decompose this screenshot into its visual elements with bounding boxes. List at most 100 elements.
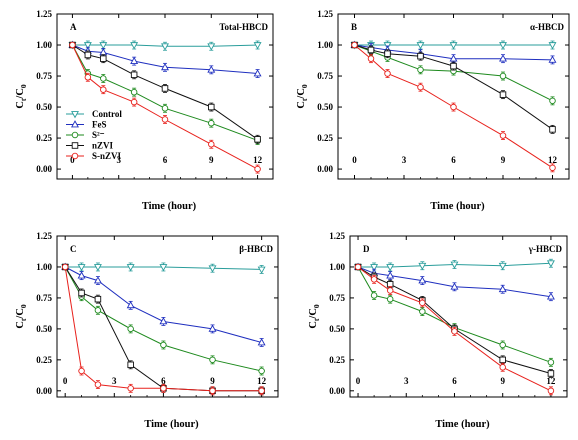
y-axis-label-part: t: [300, 98, 309, 101]
data-point-4: [419, 299, 426, 307]
data-point-1: [126, 301, 135, 309]
data-point-4: [549, 164, 556, 172]
data-point-1: [253, 69, 262, 77]
y-tick-label: 1.25: [317, 9, 333, 19]
chart-panel-a: 0.00 0.25 0.50 0.75 1.00 1.25 0 3 6 9 12 Time (hour…: [15, 9, 274, 212]
y-tick-label: 0.50: [329, 324, 345, 334]
legend-label: nZVI: [92, 141, 114, 151]
data-point-2: [208, 119, 215, 127]
data-point-2: [100, 75, 107, 82]
panel-title: α-HBCD: [530, 22, 565, 32]
data-point-0: [449, 42, 458, 50]
y-axis-label-part: t: [19, 98, 28, 101]
data-point-2: [547, 359, 555, 366]
x-tick-label: 3: [116, 155, 121, 165]
panel-letter: C: [70, 244, 77, 254]
data-point-3: [499, 91, 507, 98]
y-axis-label-part: t: [19, 318, 28, 321]
data-point-2: [499, 72, 507, 80]
data-point-0: [77, 264, 86, 272]
x-tick-label: 0: [352, 155, 357, 165]
data-point-0: [159, 264, 168, 272]
x-axis-label: Time (hour): [142, 201, 197, 212]
data-point-0: [99, 42, 108, 50]
data-point-3: [367, 46, 375, 54]
data-point-0: [161, 43, 169, 51]
data-point-0: [208, 265, 217, 273]
data-point-4: [451, 328, 458, 335]
panel-title: β-HBCD: [239, 244, 273, 254]
x-tick-label: 12: [548, 155, 558, 165]
y-axis-label-part: /C: [15, 308, 26, 320]
legend-marker: [71, 111, 79, 119]
data-point-4: [100, 86, 107, 93]
y-tick-label: 0.25: [329, 355, 345, 365]
x-tick-label: 3: [402, 155, 407, 165]
data-point-2: [386, 295, 394, 303]
data-point-2: [258, 367, 265, 375]
x-tick-label: 0: [63, 376, 68, 386]
y-axis-label: Ct/C0: [296, 84, 309, 109]
data-point-0: [499, 42, 507, 50]
data-point-0: [83, 42, 92, 50]
data-point-1: [159, 317, 168, 325]
data-point-2: [417, 66, 424, 74]
data-point-0: [370, 264, 379, 272]
data-point-3: [417, 52, 424, 60]
y-axis-label: Ct/C0: [15, 84, 28, 109]
y-axis-label-part: /C: [15, 88, 26, 100]
series-line-4: [64, 266, 262, 392]
y-axis-label-part: 0: [312, 304, 321, 308]
data-point-0: [207, 43, 216, 51]
legend-label: S-nZVI: [92, 151, 122, 161]
data-point-4: [386, 287, 394, 294]
x-axis-label: Time (hour): [435, 419, 490, 430]
data-point-4: [351, 41, 358, 49]
y-tick-label: 1.25: [36, 9, 52, 19]
x-tick-label: 6: [163, 155, 168, 165]
y-tick-label: 0.25: [317, 133, 333, 143]
x-tick-label: 0: [70, 155, 75, 165]
y-axis-label-part: 0: [19, 304, 28, 308]
y-axis-label: Ct/C0: [308, 304, 321, 329]
x-tick-label: 9: [500, 376, 505, 386]
data-point-4: [370, 276, 378, 283]
x-tick-label: 3: [112, 376, 117, 386]
data-point-2: [94, 307, 102, 314]
chart-panel-b: 0.00 0.25 0.50 0.75 1.00 1.25 0 3 6 9 12 Time (hour…: [296, 9, 570, 212]
panel-letter: D: [363, 244, 370, 254]
data-point-1: [130, 56, 139, 64]
x-tick-label: 12: [253, 155, 263, 165]
data-point-1: [449, 54, 458, 62]
data-point-4: [127, 385, 134, 392]
data-point-2: [127, 325, 134, 333]
data-point-0: [93, 264, 102, 272]
data-point-1: [208, 324, 217, 332]
data-point-1: [207, 65, 216, 73]
y-tick-label: 1.00: [329, 262, 345, 272]
data-point-3: [78, 289, 85, 297]
x-tick-label: 9: [210, 376, 215, 386]
y-axis-label-part: C: [296, 101, 307, 109]
plot-frame: [349, 235, 568, 398]
y-axis-label-part: C: [15, 101, 26, 109]
data-point-0: [383, 42, 392, 50]
y-tick-label: 0.25: [36, 355, 52, 365]
x-tick-label: 6: [161, 376, 166, 386]
data-point-2: [130, 88, 138, 96]
x-tick-label: 12: [257, 376, 267, 386]
data-point-2: [499, 341, 506, 349]
data-point-3: [384, 50, 391, 57]
series-line-1: [357, 266, 551, 298]
data-point-0: [546, 260, 555, 268]
data-point-4: [499, 364, 506, 371]
data-point-4: [258, 387, 265, 395]
series-line-1: [64, 266, 262, 343]
data-point-3: [450, 62, 457, 70]
data-point-1: [548, 55, 557, 63]
y-axis-label-part: C: [15, 321, 26, 329]
data-point-4: [417, 83, 424, 91]
x-tick-label: 9: [209, 155, 214, 165]
